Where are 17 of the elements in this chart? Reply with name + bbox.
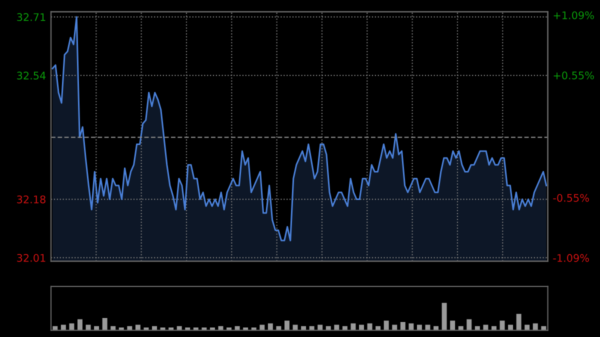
- bar: [384, 320, 389, 330]
- bar: [466, 319, 472, 330]
- bar: [400, 322, 406, 330]
- y2-tick-label: -1.09%: [553, 254, 589, 262]
- y-tick-label: 32.54: [17, 72, 46, 80]
- bar: [450, 320, 456, 330]
- bar: [442, 302, 447, 330]
- y-tick-label: 32.71: [17, 13, 46, 22]
- y2-tick-label: +0.55%: [554, 71, 594, 80]
- bar: [77, 319, 82, 330]
- bar: [516, 314, 522, 330]
- y2-tick-label: -0.55%: [553, 194, 589, 202]
- bar: [102, 318, 108, 330]
- y-tick-label: 32.01: [17, 254, 46, 262]
- bar: [284, 320, 290, 330]
- y-tick-label: 32.18: [17, 195, 46, 204]
- y2-tick-label: +1.09%: [554, 11, 594, 20]
